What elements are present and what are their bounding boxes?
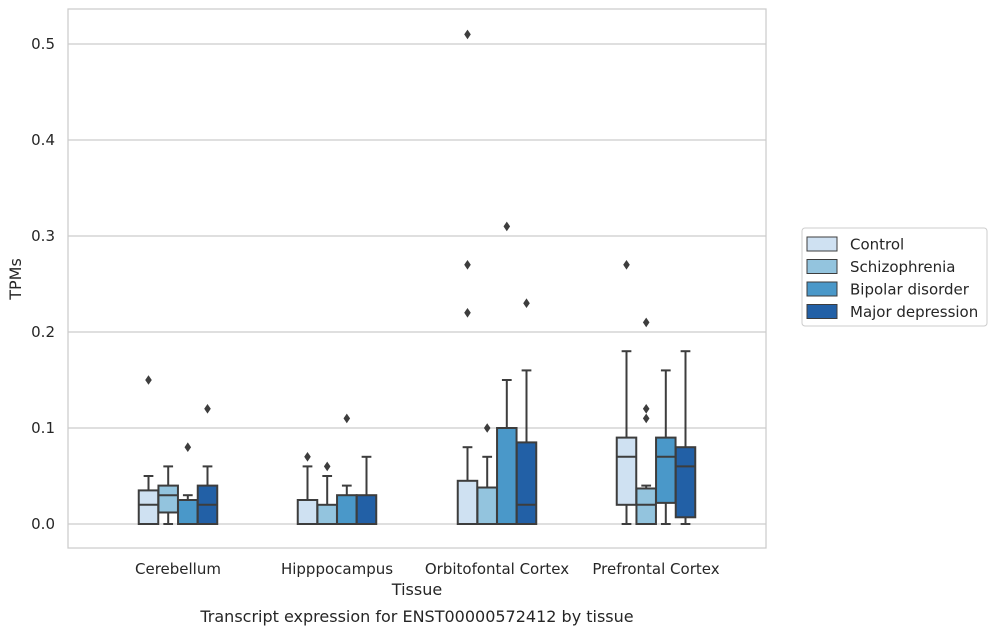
y-axis-title: TPMs [6,258,25,301]
outlier-point [464,308,471,318]
x-axis-title: Tissue [391,580,442,599]
box-control [137,375,160,525]
box-major-depression [355,455,378,526]
legend-label: Bipolar disorder [850,281,970,299]
y-tick-label: 0.0 [31,515,55,533]
outlier-point [304,452,311,462]
outlier-point [623,260,630,270]
outlier-point [343,413,351,424]
chart-marks [137,29,697,526]
box-iqr [137,489,160,525]
box-schizophrenia [157,465,179,525]
box-iqr [336,494,358,526]
y-tick-label: 0.2 [31,323,55,341]
plot-area-background [68,9,766,548]
legend-swatch [806,281,838,297]
box-iqr [177,499,199,525]
box-iqr [355,494,378,526]
outlier-point [642,404,650,414]
legend-label: Control [850,236,904,254]
chart-caption: Transcript expression for ENST0000057241… [199,607,633,626]
legend-swatch [806,259,838,274]
outlier-point [184,442,192,452]
plot-area-frame [67,8,767,549]
box-control [615,260,638,525]
box-iqr [157,484,179,514]
outlier-point [204,404,211,414]
legend-swatch [806,236,838,252]
box-iqr [635,487,657,526]
box-iqr [456,479,479,525]
outlier-point [145,375,152,385]
box-iqr [515,441,538,525]
box-iqr [476,486,498,525]
box-iqr [316,503,338,525]
legend-label: Schizophrenia [850,258,955,276]
box-iqr [496,427,518,525]
y-tick-label: 0.3 [31,227,55,245]
y-tick-labels: 0.0 0.1 0.2 0.3 0.4 0.5 [31,35,55,533]
box-iqr [655,436,677,504]
legend: Control Schizophrenia Bipolar disorder Majo… [801,227,988,327]
y-tick-label: 0.5 [31,35,55,53]
outlier-point [323,461,331,472]
outlier-point [503,221,511,232]
box-iqr [296,499,319,525]
outlier-point [642,413,650,424]
outlier-point [642,317,650,328]
legend-label: Major depression [850,303,978,321]
x-tick-label: Orbitofontal Cortex [425,560,569,578]
outlier-point [523,298,530,308]
x-tick-label: Hipppocampus [281,560,393,578]
outlier-point [464,29,471,40]
box-control [456,29,479,525]
legend-frame [801,227,988,327]
x-tick-label: Cerebellum [135,560,221,578]
x-tick-label: Prefrontal Cortex [592,560,719,578]
y-tick-label: 0.1 [31,419,55,437]
box-major-depression [674,350,697,525]
x-tick-labels: Cerebellum Hipppocampus Orbitofontal Corte… [135,560,720,578]
box-schizophrenia [635,317,657,526]
outlier-point [483,423,491,433]
outlier-point [464,260,471,270]
box-bipolar-disorder [496,221,518,525]
box-major-depression [196,404,219,526]
box-major-depression [515,298,538,525]
y-tick-label: 0.4 [31,131,55,149]
legend-swatch [806,304,838,319]
box-iqr [615,436,638,506]
box-schizophrenia [316,461,338,525]
box-iqr [674,446,697,519]
